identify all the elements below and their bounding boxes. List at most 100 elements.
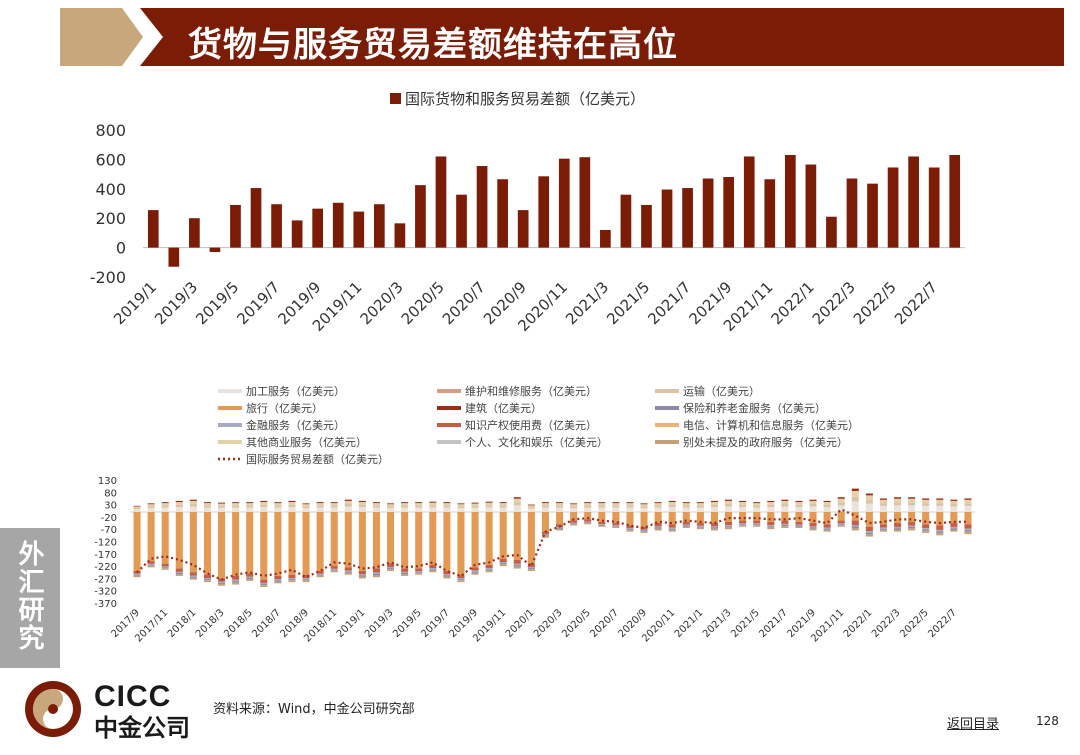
chart2-bar-segment [330,568,338,570]
chart2-bar-segment [922,529,930,531]
chart2-bar-segment [570,504,578,507]
chart2-bar-segment [372,572,380,574]
chart2-bar-segment [556,503,564,506]
chart2-bar-segment [344,500,352,504]
chart2-bar-segment [372,507,380,512]
chart2-bar-segment [682,507,690,512]
chart2-bar-segment [358,500,366,503]
chart2-bar-segment [781,523,789,526]
chart2-bar-segment [823,529,831,532]
chart2-bar-segment [865,532,873,535]
chart2-bar-segment [851,525,859,527]
chart2-bar-travel [654,511,662,524]
chart2-bar-travel [471,511,479,568]
chart2-bar-segment [387,504,395,507]
chart2-bar-segment [274,503,282,506]
chart2-bar-segment [823,502,831,505]
chart2-bar-segment [203,503,211,506]
chart2-bar-segment [894,505,902,512]
chart2-ytick-label: -320 [94,587,117,598]
chart2-bar-segment [513,565,521,567]
title-red-banner [140,8,1064,66]
chart2-bar-segment [556,507,564,512]
chart2-bar-travel [584,511,592,520]
chart2-xtick-label: 2018/5 [222,607,255,640]
chart2-legend-label: 知识产权使用费（亿美元） [465,418,597,432]
chart1-bar [209,247,221,253]
chart2-bar-travel [246,511,254,574]
chart2-bar-segment [879,527,887,529]
chart2-bar-segment [626,530,634,532]
chart2-bar-segment [725,500,733,504]
chart2-bar-travel [612,511,620,524]
chart2-bar-segment [344,499,352,501]
chart1-ytick-label: -200 [90,268,126,287]
chart2-legend-label: 个人、文化和娱乐（亿美元） [465,435,608,449]
chart2-bar-segment [584,523,592,525]
chart2-bar-segment [541,534,549,536]
chart2-bar-segment [598,502,606,504]
chart2-legend-swatch [655,423,679,427]
chart2-legend-label: 维护和维修服务（亿美元） [465,384,597,398]
chart2-bar-segment [654,505,662,508]
chart2-bar-segment [612,523,620,526]
chart2-bar-segment [175,502,183,505]
chart2-xtick-label: 2021/3 [701,607,734,640]
chart2-bar-segment [147,506,155,509]
chart2-xtick-label: 2018/3 [194,607,227,640]
chart2-bar-segment [640,529,648,531]
chart2-bar-segment [513,497,521,499]
chart2-bar-travel [330,511,338,567]
chart2-bar-segment [739,524,747,526]
chart2-bar-segment [767,502,775,505]
chart2-bar-segment [936,499,944,504]
chart2-bar-segment [908,528,916,531]
chart2-bar-segment [598,524,606,526]
chart1-bar [846,178,858,248]
chart2-bar-segment [668,529,676,532]
chart2-bar-segment [358,574,366,576]
chart2-xtick-label: 2022/7 [926,607,959,640]
chart2-bar-segment [682,503,690,506]
chart2-bar-segment [598,505,606,508]
chart2-bar-segment [161,503,169,506]
chart2-bar-segment [358,575,366,577]
chart2-xtick-label: 2022/3 [870,607,903,640]
chart2-bar-segment [612,505,620,508]
chart1-ytick-label: 600 [95,150,126,169]
chart2-bar-segment [302,578,310,580]
chart2-bar-segment [133,574,141,576]
chart2-bar-segment [908,505,916,512]
chart2-bar-travel [725,511,733,522]
chart2-bar-segment [626,529,634,531]
chart2-bar-segment [865,499,873,504]
chart2-bar-segment [710,523,718,527]
chart2-bar-segment [753,502,761,504]
chart2-bar-segment [682,525,690,527]
chart1-bar [682,188,693,248]
chart2-bar-segment [682,526,690,528]
chart2-bar-travel [879,511,887,525]
chart2-ytick-label: -120 [94,538,117,549]
chart2-bar-segment [809,527,817,529]
chart2-bar-segment [710,500,718,503]
chart2-bar-travel [401,511,409,569]
chart2-bar-segment [598,521,606,525]
chart2-xtick-label: 2018/1 [166,607,199,640]
chart2-bar-travel [823,511,831,525]
chart2-bar-segment [372,502,380,504]
back-to-contents-link[interactable]: 返回目录 [947,717,1000,732]
chart2-bar-travel [964,511,972,525]
chart2-bar-segment [471,567,479,571]
chart2-bar-segment [189,500,197,504]
trade-balance-chart: 国际货物和服务贸易差额（亿美元） 800 600 400 200 0 -200 2019/… [90,90,965,335]
cicc-logo-mark [25,681,81,737]
chart2-bar-segment [710,526,718,528]
chart2-bar-segment [584,507,592,512]
chart2-bar-segment [330,566,338,569]
chart2-bar-segment [302,579,310,581]
chart2-bar-segment [485,570,493,573]
chart2-bar-segment [950,500,958,504]
chart2-bar-segment [147,563,155,565]
chart2-bar-segment [471,503,479,506]
